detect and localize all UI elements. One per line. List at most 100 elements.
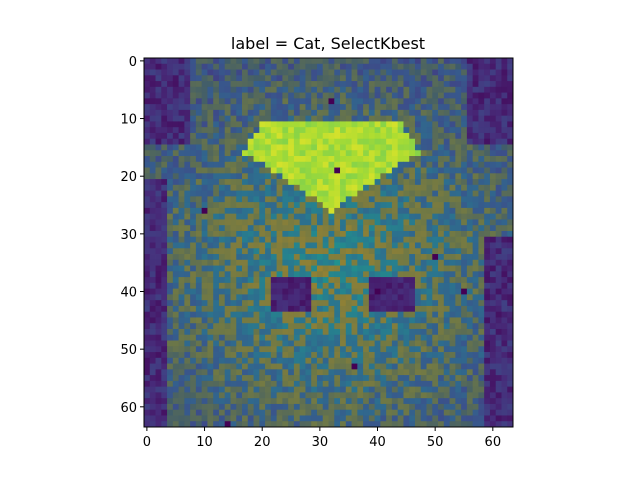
heatmap-cell bbox=[386, 242, 393, 249]
heatmap-cell bbox=[161, 202, 168, 209]
heatmap-cell bbox=[299, 196, 306, 203]
heatmap-cell bbox=[472, 161, 479, 168]
heatmap-cell bbox=[507, 415, 513, 422]
heatmap-cell bbox=[172, 98, 179, 105]
heatmap-cell bbox=[161, 156, 168, 163]
heatmap-cell bbox=[242, 213, 249, 220]
heatmap-cell bbox=[184, 121, 191, 128]
heatmap-cell bbox=[443, 294, 450, 301]
heatmap-cell bbox=[190, 138, 197, 145]
heatmap-cell bbox=[195, 150, 203, 157]
heatmap-cell bbox=[391, 173, 399, 180]
heatmap-cell bbox=[374, 179, 381, 186]
heatmap-cell bbox=[242, 109, 249, 117]
heatmap-cell bbox=[455, 421, 462, 427]
heatmap-cell bbox=[172, 173, 179, 180]
heatmap-cell bbox=[340, 92, 347, 99]
heatmap-cell bbox=[282, 363, 289, 370]
heatmap-cell bbox=[414, 75, 422, 82]
heatmap-cell bbox=[495, 75, 502, 82]
heatmap-cell bbox=[455, 398, 462, 405]
heatmap-cell bbox=[443, 259, 450, 266]
heatmap-cell bbox=[247, 138, 254, 145]
heatmap-cell bbox=[149, 132, 156, 140]
heatmap-cell bbox=[299, 340, 306, 347]
heatmap-cell bbox=[282, 328, 289, 336]
heatmap-cell bbox=[374, 311, 381, 318]
heatmap-cell bbox=[334, 300, 341, 307]
heatmap-cell bbox=[489, 323, 497, 330]
heatmap-cell bbox=[432, 161, 439, 168]
heatmap-cell bbox=[259, 104, 266, 111]
heatmap-cell bbox=[443, 403, 450, 411]
heatmap-cell bbox=[484, 121, 491, 128]
heatmap-cell bbox=[161, 230, 168, 238]
heatmap-cell bbox=[426, 363, 433, 370]
heatmap-cell bbox=[495, 340, 502, 347]
heatmap-cell bbox=[224, 248, 231, 255]
heatmap-cell bbox=[282, 334, 289, 341]
heatmap-cell bbox=[276, 109, 283, 117]
heatmap-cell bbox=[311, 248, 318, 255]
heatmap-cell bbox=[265, 115, 272, 122]
heatmap-cell bbox=[403, 236, 410, 243]
heatmap-cell bbox=[438, 259, 445, 266]
heatmap-cell bbox=[484, 127, 491, 134]
heatmap-cell bbox=[386, 288, 393, 295]
heatmap-cell bbox=[328, 392, 335, 399]
heatmap-cell bbox=[259, 242, 266, 249]
heatmap-cell bbox=[316, 104, 324, 111]
heatmap-cell bbox=[489, 352, 497, 359]
heatmap-cell bbox=[218, 305, 226, 313]
heatmap-cell bbox=[334, 294, 341, 301]
heatmap-cell bbox=[432, 202, 439, 209]
heatmap-cell bbox=[328, 242, 335, 249]
heatmap-cell bbox=[259, 300, 266, 307]
heatmap-cell bbox=[236, 305, 243, 313]
heatmap-cell bbox=[224, 415, 231, 422]
heatmap-cell bbox=[155, 127, 162, 134]
heatmap-cell bbox=[230, 69, 237, 76]
heatmap-cell bbox=[495, 161, 502, 168]
heatmap-cell bbox=[322, 75, 329, 82]
heatmap-cell bbox=[414, 392, 422, 399]
heatmap-cell bbox=[149, 334, 156, 341]
heatmap-cell bbox=[184, 167, 191, 174]
heatmap-cell bbox=[374, 127, 381, 134]
heatmap-cell bbox=[328, 156, 335, 163]
heatmap-cell bbox=[201, 323, 208, 330]
heatmap-cell bbox=[201, 300, 208, 307]
heatmap-cell bbox=[478, 328, 485, 336]
heatmap-cell bbox=[345, 207, 352, 215]
heatmap-cell bbox=[380, 156, 387, 163]
heatmap-cell bbox=[449, 173, 456, 180]
heatmap-cell bbox=[155, 277, 162, 284]
heatmap-cell bbox=[282, 225, 289, 232]
heatmap-cell bbox=[351, 179, 358, 186]
heatmap-cell bbox=[184, 184, 191, 192]
heatmap-cell bbox=[161, 369, 168, 376]
heatmap-cell bbox=[345, 202, 352, 209]
heatmap-cell bbox=[455, 69, 462, 76]
heatmap-cell bbox=[420, 236, 427, 243]
heatmap-cell bbox=[305, 415, 312, 422]
heatmap-cell bbox=[224, 196, 231, 203]
heatmap-cell bbox=[178, 277, 185, 284]
heatmap-cell bbox=[276, 248, 283, 255]
heatmap-cell bbox=[420, 254, 427, 261]
heatmap-cell bbox=[432, 421, 439, 427]
heatmap-cell bbox=[195, 369, 203, 376]
heatmap-cell bbox=[322, 63, 329, 70]
heatmap-cell bbox=[426, 219, 433, 226]
heatmap-cell bbox=[311, 352, 318, 359]
heatmap-cell bbox=[218, 282, 226, 290]
heatmap-cell bbox=[149, 415, 156, 422]
heatmap-cell bbox=[363, 115, 370, 122]
heatmap-cell bbox=[495, 190, 502, 197]
heatmap-cell bbox=[299, 409, 306, 416]
heatmap-cell bbox=[322, 81, 329, 88]
heatmap-cell bbox=[449, 196, 456, 203]
heatmap-cell bbox=[213, 334, 220, 341]
heatmap-cell bbox=[501, 415, 508, 422]
heatmap-cell bbox=[386, 282, 393, 290]
